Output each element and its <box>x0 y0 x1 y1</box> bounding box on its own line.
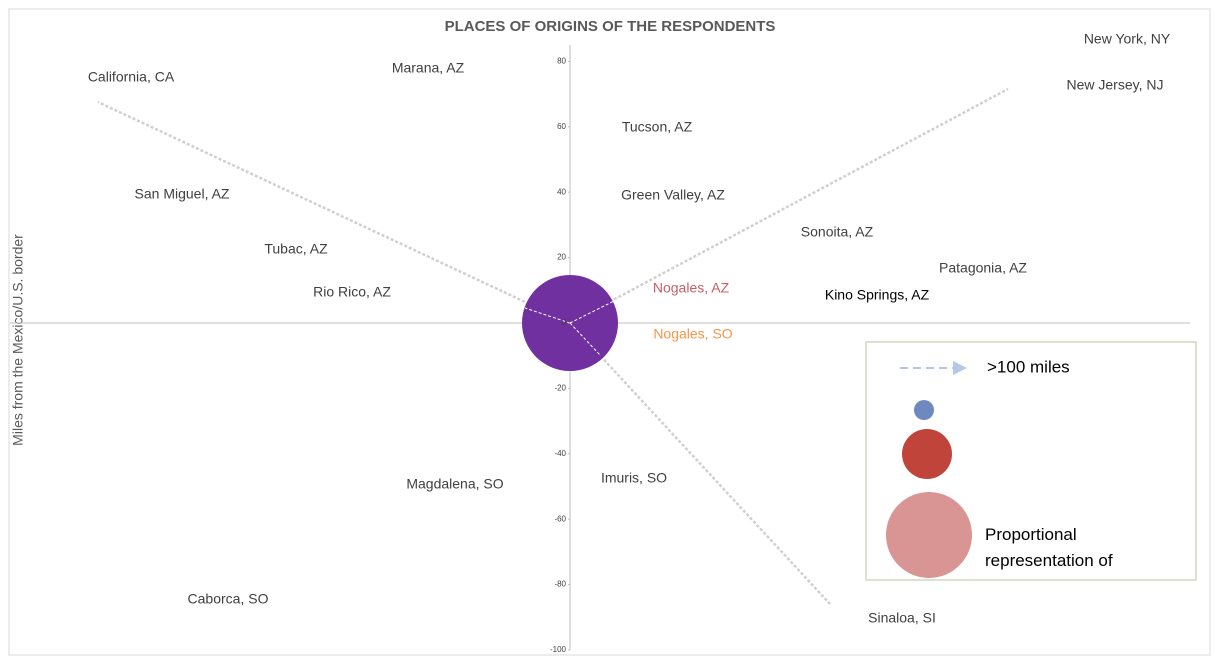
arrow <box>524 307 571 324</box>
place-label: Caborca, SO <box>188 591 269 607</box>
y-tick-label: 40 <box>557 187 566 196</box>
y-tick-label: -100 <box>550 645 567 654</box>
legend-text-box: Proportional representation of <box>985 525 1113 570</box>
y-tick-label: 80 <box>557 57 566 66</box>
y-tick-label: -60 <box>554 514 566 523</box>
y-tick-label: 60 <box>557 122 566 131</box>
place-label: Tubac, AZ <box>264 241 328 257</box>
place-label: Patagonia, AZ <box>939 260 1027 276</box>
place-label: Sinaloa, SI <box>868 610 936 626</box>
legend-label: Proportional representation of <box>985 525 1113 570</box>
place-label: San Miguel, AZ <box>135 186 230 202</box>
arrow <box>569 322 831 605</box>
legend-bubble <box>914 400 934 420</box>
legend-label: >100 miles <box>987 357 1070 376</box>
chart-title: PLACES OF ORIGINS OF THE RESPONDENTS <box>445 18 776 35</box>
arrow <box>569 87 1009 325</box>
place-label: Imuris, SO <box>601 470 667 486</box>
arrow <box>569 322 601 356</box>
place-label: Nogales, SO <box>653 326 732 342</box>
place-label: New York, NY <box>1084 31 1171 47</box>
y-tick-label: -20 <box>554 384 566 393</box>
y-tick-label: 0 <box>562 318 567 327</box>
legend: >100 miles Proportional representation o… <box>886 357 1113 578</box>
y-tick-label: -40 <box>554 449 566 458</box>
place-label: California, CA <box>88 69 175 85</box>
place-label: New Jersey, NJ <box>1067 77 1164 93</box>
place-label: Marana, AZ <box>392 60 465 76</box>
place-label: Nogales, AZ <box>653 280 730 296</box>
inner-arrows <box>524 297 621 356</box>
arrow <box>97 100 571 325</box>
place-label: Magdalena, SO <box>406 476 503 492</box>
y-tick-label: 20 <box>557 253 566 262</box>
place-label: Rio Rico, AZ <box>313 284 391 300</box>
legend-bubble <box>886 492 972 578</box>
arrow <box>569 297 621 324</box>
y-axis-label: Miles from the Mexico/U.S. border <box>10 234 26 446</box>
place-label: Green Valley, AZ <box>621 187 725 203</box>
arrows <box>97 87 1009 605</box>
legend-arrow-head <box>953 361 967 375</box>
y-tick-label: -80 <box>554 580 566 589</box>
place-label: Tucson, AZ <box>622 119 693 135</box>
place-label: Kino Springs, AZ <box>825 287 930 303</box>
place-label: Sonoita, AZ <box>801 224 874 240</box>
legend-bubble <box>902 429 952 479</box>
